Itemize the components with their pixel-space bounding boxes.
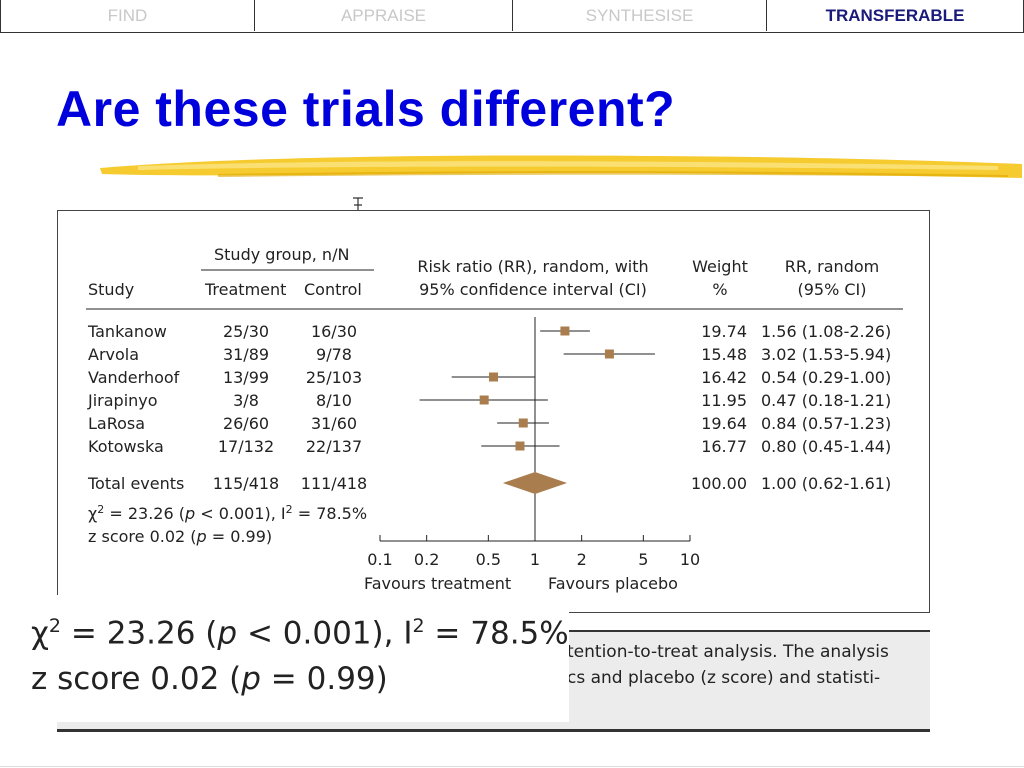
- weight-value: 15.48: [701, 345, 747, 364]
- total-treatment: 115/418: [213, 474, 279, 493]
- weight-value: 11.95: [701, 391, 747, 410]
- rr-ci-value: 0.80 (0.45-1.44): [761, 437, 891, 456]
- forest-plot-panel: Study group, n/N Study Treatment Control…: [57, 210, 930, 613]
- x-tick-label: 0.1: [367, 550, 392, 569]
- tab-appraise[interactable]: APPRAISE: [255, 0, 513, 31]
- weight-value: 19.74: [701, 322, 747, 341]
- x-tick-label: 0.5: [476, 550, 501, 569]
- header-study: Study: [88, 280, 134, 299]
- x-tick-label: 1: [530, 550, 540, 569]
- treatment-count: 3/8: [233, 391, 259, 410]
- footer-rule: [0, 766, 1024, 767]
- header-rr-random-line2: (95% CI): [797, 280, 866, 299]
- caption-line-1: tention-to-treat analysis. The analysis: [567, 642, 889, 662]
- treatment-count: 25/30: [223, 322, 269, 341]
- header-weight-line1: Weight: [692, 257, 748, 276]
- total-rr-ci: 1.00 (0.62-1.61): [761, 474, 891, 493]
- treatment-count: 13/99: [223, 368, 269, 387]
- control-count: 22/137: [306, 437, 362, 456]
- rr-ci-value: 0.54 (0.29-1.00): [761, 368, 891, 387]
- weight-value: 19.64: [701, 414, 747, 433]
- point-estimate-marker: [479, 395, 489, 405]
- total-weight: 100.00: [691, 474, 747, 493]
- treatment-count: 26/60: [223, 414, 269, 433]
- header-weight-line2: %: [712, 280, 727, 299]
- tab-synthesise[interactable]: SYNTHESISE: [513, 0, 767, 31]
- slide-title: Are these trials different?: [56, 81, 676, 137]
- study-name-larosa: LaRosa: [88, 414, 145, 433]
- control-count: 16/30: [311, 322, 357, 341]
- favours-placebo-label: Favours placebo: [548, 574, 678, 593]
- study-name-jirapinyo: Jirapinyo: [87, 391, 158, 410]
- control-count: 25/103: [306, 368, 362, 387]
- x-tick-label: 10: [680, 550, 700, 569]
- x-tick-label: 5: [638, 550, 648, 569]
- zoom-zscore: z score 0.02 (p = 0.99): [31, 661, 388, 697]
- text-cursor-icon: [353, 197, 363, 215]
- point-estimate-marker: [604, 349, 614, 359]
- point-estimate-marker: [489, 372, 499, 382]
- weight-value: 16.77: [701, 437, 747, 456]
- header-treatment: Treatment: [204, 280, 286, 299]
- rr-ci-value: 0.47 (0.18-1.21): [761, 391, 891, 410]
- control-count: 31/60: [311, 414, 357, 433]
- study-name-tankanow: Tankanow: [87, 322, 167, 341]
- rr-ci-value: 1.56 (1.08-2.26): [761, 322, 891, 341]
- treatment-count: 31/89: [223, 345, 269, 364]
- study-name-vanderhoof: Vanderhoof: [88, 368, 180, 387]
- rr-ci-value: 0.84 (0.57-1.23): [761, 414, 891, 433]
- total-events-label: Total events: [87, 474, 184, 493]
- highlighter-brush-stroke: [100, 155, 1022, 178]
- header-rr-line1: Risk ratio (RR), random, with: [417, 257, 648, 276]
- zoomed-statistics-callout: χ2 = 23.26 (p < 0.001), I2 = 78.5% z sco…: [17, 595, 569, 722]
- favours-treatment-label: Favours treatment: [364, 574, 511, 593]
- rr-ci-value: 3.02 (1.53-5.94): [761, 345, 891, 364]
- header-study-group: Study group, n/N: [214, 245, 349, 264]
- x-tick-label: 0.2: [414, 550, 439, 569]
- caption-line-2: cs and placebo (z score) and statisti-: [567, 668, 881, 688]
- point-estimate-marker: [518, 418, 528, 428]
- header-control: Control: [304, 280, 362, 299]
- pooled-effect-diamond: [502, 472, 568, 494]
- total-control: 111/418: [301, 474, 367, 493]
- zoom-heterogeneity: χ2 = 23.26 (p < 0.001), I2 = 78.5%: [31, 615, 569, 652]
- point-estimate-marker: [515, 441, 525, 451]
- heterogeneity-text: χ2 = 23.26 (p < 0.001), I2 = 78.5%: [88, 503, 367, 523]
- forest-plot: Study group, n/N Study Treatment Control…: [86, 245, 903, 593]
- header-rr-random-line1: RR, random: [785, 257, 879, 276]
- control-count: 8/10: [316, 391, 352, 410]
- tab-transferable[interactable]: TRANSFERABLE: [825, 6, 965, 25]
- weight-value: 16.42: [701, 368, 747, 387]
- study-name-kotowska: Kotowska: [88, 437, 164, 456]
- zscore-text: z score 0.02 (p = 0.99): [88, 527, 272, 546]
- study-name-arvola: Arvola: [88, 345, 139, 364]
- treatment-count: 17/132: [218, 437, 274, 456]
- point-estimate-marker: [560, 326, 570, 336]
- control-count: 9/78: [316, 345, 352, 364]
- tab-find[interactable]: FIND: [1, 0, 255, 31]
- x-tick-label: 2: [577, 550, 587, 569]
- top-navigation: FIND APPRAISE SYNTHESISE TRANSFERABLE: [0, 0, 1024, 33]
- header-rr-line2: 95% confidence interval (CI): [419, 280, 647, 299]
